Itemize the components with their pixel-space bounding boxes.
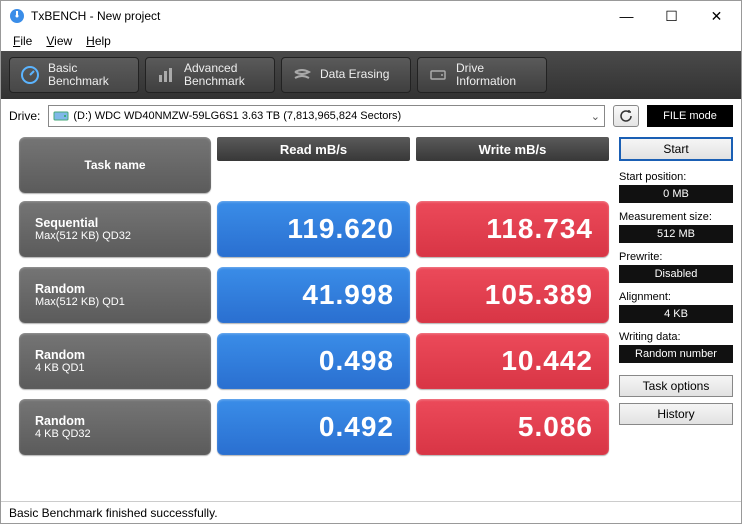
task-cell[interactable]: SequentialMax(512 KB) QD32 bbox=[19, 201, 211, 257]
titlebar: TxBENCH - New project — ☐ ✕ bbox=[1, 1, 741, 31]
drive-label: Drive: bbox=[9, 109, 40, 123]
disk-icon bbox=[53, 110, 69, 122]
wdata-value[interactable]: Random number bbox=[619, 345, 733, 363]
write-value[interactable]: 118.734 bbox=[416, 201, 609, 257]
meassz-value[interactable]: 512 MB bbox=[619, 225, 733, 243]
read-value[interactable]: 0.498 bbox=[217, 333, 410, 389]
menu-file[interactable]: File bbox=[7, 32, 38, 50]
chevron-down-icon: ⌄ bbox=[591, 110, 600, 123]
tab-advanced-benchmark[interactable]: Advanced Benchmark bbox=[145, 57, 275, 93]
menubar: File View Help bbox=[1, 31, 741, 51]
tab-data-erasing[interactable]: Data Erasing bbox=[281, 57, 411, 93]
startpos-value[interactable]: 0 MB bbox=[619, 185, 733, 203]
read-value[interactable]: 119.620 bbox=[217, 201, 410, 257]
side-panel: Start Start position: 0 MB Measurement s… bbox=[619, 137, 733, 465]
meassz-label: Measurement size: bbox=[619, 211, 733, 223]
erase-icon bbox=[292, 65, 312, 85]
align-value[interactable]: 4 KB bbox=[619, 305, 733, 323]
benchmark-table: Task name Read mB/s Write mB/s Sequentia… bbox=[19, 137, 609, 465]
bench-row: RandomMax(512 KB) QD141.998105.389 bbox=[19, 267, 609, 323]
status-bar: Basic Benchmark finished successfully. bbox=[1, 501, 741, 523]
start-button[interactable]: Start bbox=[619, 137, 733, 161]
header-task: Task name bbox=[19, 137, 211, 193]
refresh-icon bbox=[619, 109, 633, 123]
drive-icon bbox=[428, 65, 448, 85]
wdata-label: Writing data: bbox=[619, 331, 733, 343]
bench-row: Random4 KB QD320.4925.086 bbox=[19, 399, 609, 455]
task-cell[interactable]: Random4 KB QD32 bbox=[19, 399, 211, 455]
maximize-button[interactable]: ☐ bbox=[649, 2, 694, 30]
write-value[interactable]: 5.086 bbox=[416, 399, 609, 455]
align-label: Alignment: bbox=[619, 291, 733, 303]
drive-select[interactable]: (D:) WDC WD40NMZW-59LG6S1 3.63 TB (7,813… bbox=[48, 105, 605, 127]
drive-bar: Drive: (D:) WDC WD40NMZW-59LG6S1 3.63 TB… bbox=[1, 99, 741, 133]
app-icon bbox=[9, 8, 25, 24]
tab-drive-information[interactable]: Drive Information bbox=[417, 57, 547, 93]
header-write: Write mB/s bbox=[416, 137, 609, 161]
bench-row: Random4 KB QD10.49810.442 bbox=[19, 333, 609, 389]
task-options-button[interactable]: Task options bbox=[619, 375, 733, 397]
write-value[interactable]: 10.442 bbox=[416, 333, 609, 389]
close-button[interactable]: ✕ bbox=[694, 2, 739, 30]
task-cell[interactable]: RandomMax(512 KB) QD1 bbox=[19, 267, 211, 323]
startpos-label: Start position: bbox=[619, 171, 733, 183]
header-read: Read mB/s bbox=[217, 137, 410, 161]
task-cell[interactable]: Random4 KB QD1 bbox=[19, 333, 211, 389]
bars-icon bbox=[156, 65, 176, 85]
refresh-button[interactable] bbox=[613, 105, 639, 127]
toolbar: Basic Benchmark Advanced Benchmark Data … bbox=[1, 51, 741, 99]
prewrite-label: Prewrite: bbox=[619, 251, 733, 263]
read-value[interactable]: 0.492 bbox=[217, 399, 410, 455]
menu-view[interactable]: View bbox=[40, 32, 78, 50]
gauge-icon bbox=[20, 65, 40, 85]
window-title: TxBENCH - New project bbox=[31, 9, 604, 23]
history-button[interactable]: History bbox=[619, 403, 733, 425]
menu-help[interactable]: Help bbox=[80, 32, 117, 50]
write-value[interactable]: 105.389 bbox=[416, 267, 609, 323]
minimize-button[interactable]: — bbox=[604, 2, 649, 30]
bench-row: SequentialMax(512 KB) QD32119.620118.734 bbox=[19, 201, 609, 257]
read-value[interactable]: 41.998 bbox=[217, 267, 410, 323]
prewrite-value[interactable]: Disabled bbox=[619, 265, 733, 283]
tab-basic-benchmark[interactable]: Basic Benchmark bbox=[9, 57, 139, 93]
file-mode[interactable]: FILE mode bbox=[647, 105, 733, 127]
